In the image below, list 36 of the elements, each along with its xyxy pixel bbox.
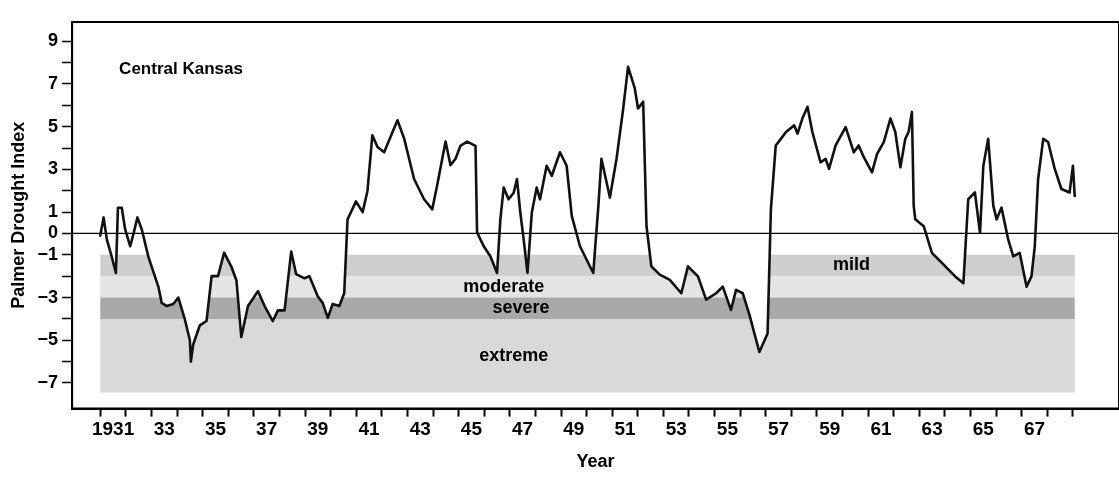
y-tick-label: 3: [48, 158, 59, 179]
x-tick-label: 65: [972, 418, 995, 440]
y-tick-label: 9: [48, 30, 59, 51]
x-tick-label: 61: [870, 418, 892, 440]
text: Central Kansas: [119, 58, 243, 78]
y-tick-label: 5: [48, 115, 59, 136]
x-tick-label: 35: [204, 418, 227, 440]
x-tick-label: 1931: [91, 418, 135, 440]
y-axis-title: Palmer Drought Index: [7, 121, 28, 309]
x-tick-label: 39: [307, 418, 329, 440]
y-tick-label: −1: [37, 243, 59, 264]
x-tick-label: 67: [1023, 418, 1046, 440]
y-tick-label: −3: [37, 286, 59, 307]
band-label: mild: [832, 254, 870, 275]
band-label: moderate: [463, 275, 545, 296]
y-tick-label: 1: [48, 201, 59, 222]
y-tick-label: 7: [48, 72, 59, 93]
x-tick-label: 51: [614, 418, 636, 440]
x-tick-label: 57: [768, 418, 790, 440]
x-tick-label: 47: [512, 418, 534, 440]
y-tick-label: −7: [37, 371, 59, 392]
x-tick-label: 63: [921, 418, 943, 440]
y-tick-label: −5: [37, 329, 59, 350]
band-label: severe: [492, 297, 550, 318]
x-axis-title: Year: [576, 451, 615, 472]
band-label: extreme: [479, 344, 549, 365]
x-tick-label: 41: [358, 418, 381, 440]
x-tick-label: 53: [665, 418, 687, 440]
x-tick-label: 33: [153, 418, 175, 440]
x-tick-label: 45: [460, 418, 483, 440]
x-tick-label: 59: [819, 418, 841, 440]
x-tick-label: 55: [716, 418, 739, 440]
x-tick-label: 37: [256, 418, 278, 440]
y-tick-label: 0: [48, 222, 59, 243]
x-tick-label: 49: [563, 418, 585, 440]
x-tick-label: 43: [409, 418, 431, 440]
